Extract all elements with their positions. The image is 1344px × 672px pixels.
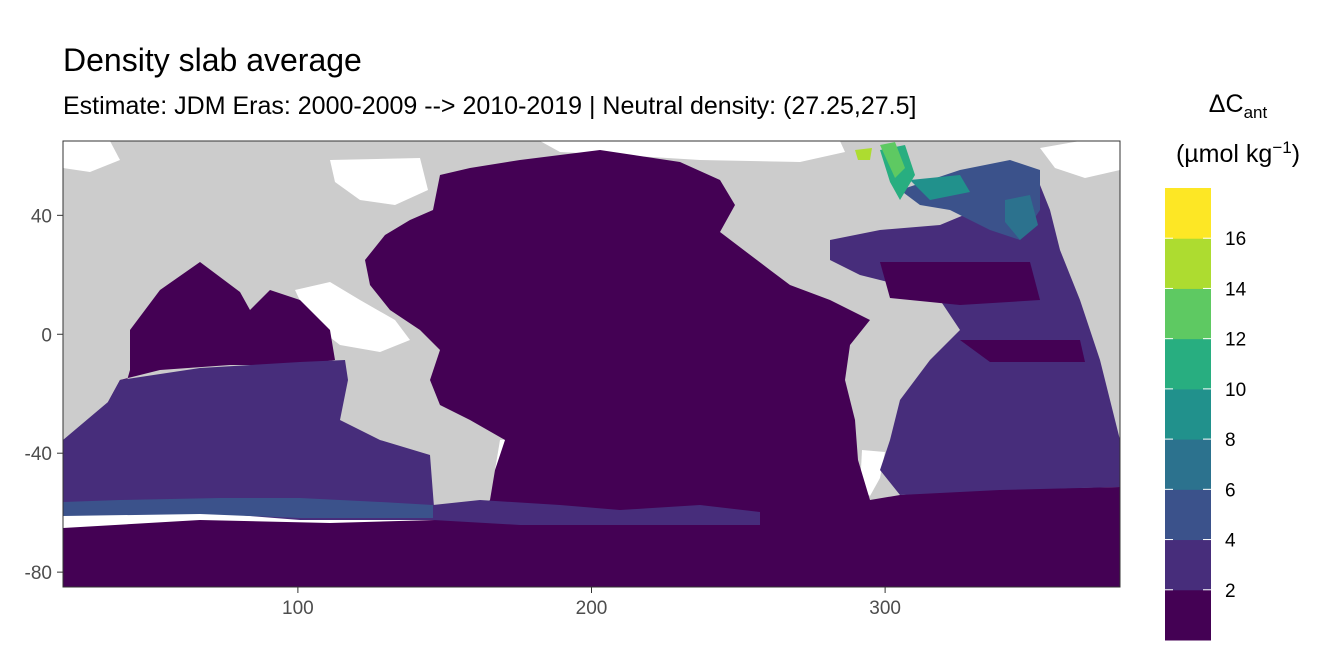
legend-swatch: [1165, 539, 1211, 591]
legend-break-label: 6: [1225, 480, 1236, 501]
legend: ΔCant (µmol kg−1) 16 14 12 10 8 6 4 2: [1165, 90, 1300, 641]
legend-break-label: 10: [1225, 380, 1246, 401]
legend-colorbar: [1165, 188, 1211, 641]
y-tick-label: 0: [41, 325, 52, 346]
legend-title: ΔCant: [1209, 90, 1268, 122]
legend-break-label: 2: [1225, 581, 1236, 602]
y-tick-label: -40: [25, 444, 52, 465]
legend-swatch: [1165, 589, 1211, 641]
plot-title: Density slab average: [63, 42, 362, 78]
legend-swatch: [1165, 238, 1211, 289]
high-latitude-patch: [880, 142, 905, 178]
legend-swatch: [1165, 288, 1211, 340]
legend-break-label: 14: [1225, 279, 1247, 300]
legend-break-label: 4: [1225, 531, 1236, 552]
legend-swatch: [1165, 188, 1211, 239]
peak-patch: [855, 148, 872, 160]
x-tick-label: 300: [869, 598, 901, 619]
y-axis: 40 0 -40 -80: [25, 206, 63, 584]
map-panel: [63, 141, 1120, 587]
legend-break-label: 8: [1225, 430, 1236, 451]
x-axis: 100 200 300: [282, 587, 901, 619]
equatorial-atlantic-band: [960, 340, 1085, 362]
legend-break-label: 12: [1225, 330, 1246, 351]
plot-subtitle: Estimate: JDM Eras: 2000-2009 --> 2010-2…: [63, 92, 917, 120]
x-tick-label: 100: [282, 598, 314, 619]
legend-break-label: 16: [1225, 229, 1246, 250]
y-tick-label: 40: [31, 206, 52, 227]
southern-band-pacific: [433, 500, 760, 525]
y-tick-label: -80: [25, 563, 52, 584]
legend-swatch: [1165, 439, 1211, 490]
pacific-ocean-region: [63, 150, 1120, 587]
legend-units: (µmol kg−1): [1176, 138, 1300, 168]
nordic-region: [910, 175, 970, 200]
legend-swatch: [1165, 388, 1211, 440]
x-tick-label: 200: [576, 598, 608, 619]
labrador-region: [1005, 195, 1038, 240]
north-atlantic-band: [880, 262, 1040, 305]
indian-ocean-north: [108, 262, 335, 405]
southern-band-indian: [63, 498, 433, 518]
legend-swatch: [1165, 489, 1211, 541]
indian-ocean-south: [63, 360, 435, 520]
legend-swatch: [1165, 338, 1211, 390]
legend-labels: 16 14 12 10 8 6 4 2: [1165, 229, 1247, 602]
